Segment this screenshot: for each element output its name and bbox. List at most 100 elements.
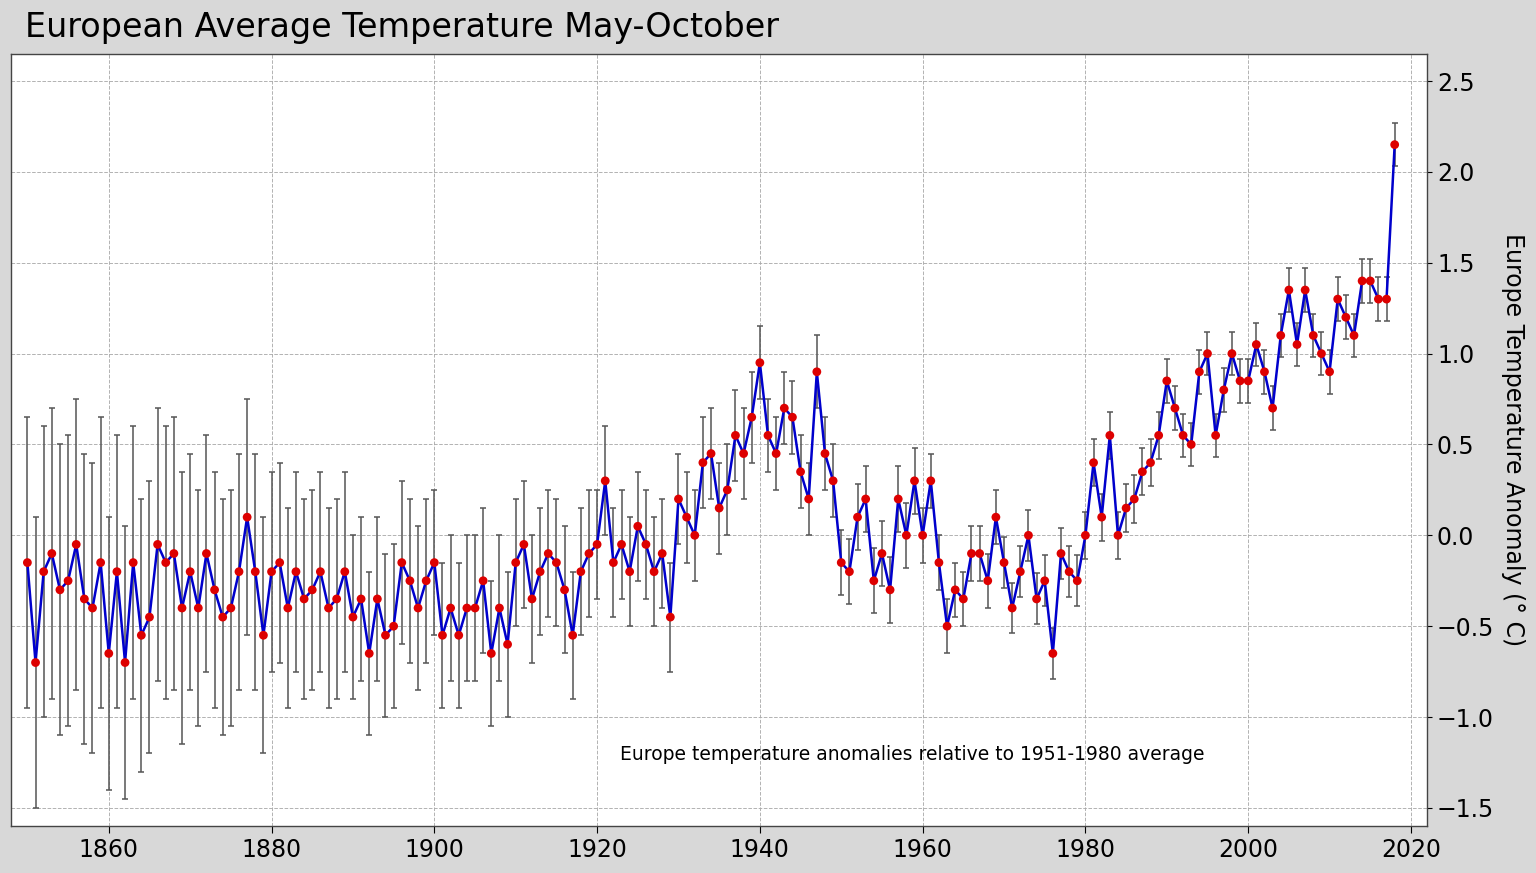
- Point: [447, 629, 472, 643]
- Point: [210, 610, 235, 624]
- Point: [170, 601, 195, 615]
- Point: [1227, 374, 1252, 388]
- Point: [723, 429, 748, 443]
- Point: [300, 583, 324, 597]
- Point: [430, 629, 455, 643]
- Point: [763, 447, 788, 461]
- Point: [1187, 365, 1212, 379]
- Point: [674, 510, 699, 524]
- Point: [194, 546, 218, 560]
- Point: [89, 555, 114, 569]
- Point: [1138, 456, 1163, 470]
- Point: [1000, 601, 1025, 615]
- Point: [65, 538, 89, 552]
- Point: [137, 610, 161, 624]
- Point: [788, 464, 813, 478]
- Point: [837, 565, 862, 579]
- Point: [511, 538, 536, 552]
- Point: [413, 574, 438, 588]
- Point: [625, 519, 650, 533]
- Point: [1203, 429, 1227, 443]
- Point: [1326, 292, 1350, 306]
- Point: [943, 583, 968, 597]
- Point: [292, 592, 316, 606]
- Point: [617, 565, 642, 579]
- Point: [650, 546, 674, 560]
- Point: [983, 510, 1008, 524]
- Point: [1252, 365, 1276, 379]
- Point: [796, 492, 820, 506]
- Point: [487, 601, 511, 615]
- Point: [1382, 138, 1407, 152]
- Point: [472, 574, 496, 588]
- Point: [97, 647, 121, 661]
- Point: [568, 565, 593, 579]
- Point: [1074, 528, 1098, 542]
- Point: [398, 574, 422, 588]
- Text: Europe temperature anomalies relative to 1951-1980 average: Europe temperature anomalies relative to…: [621, 746, 1204, 764]
- Point: [593, 474, 617, 488]
- Text: European Average Temperature May-October: European Average Temperature May-October: [25, 11, 779, 45]
- Point: [1309, 347, 1333, 361]
- Point: [309, 565, 333, 579]
- Point: [479, 647, 504, 661]
- Point: [324, 592, 349, 606]
- Point: [332, 565, 356, 579]
- Point: [260, 565, 284, 579]
- Point: [911, 528, 935, 542]
- Point: [1098, 429, 1123, 443]
- Point: [634, 538, 659, 552]
- Point: [1146, 429, 1170, 443]
- Point: [422, 555, 447, 569]
- Point: [1130, 464, 1155, 478]
- Point: [227, 565, 252, 579]
- Point: [748, 355, 773, 369]
- Point: [438, 601, 462, 615]
- Point: [862, 574, 886, 588]
- Point: [854, 492, 879, 506]
- Y-axis label: Europe Temperature Anomaly (° C): Europe Temperature Anomaly (° C): [1501, 233, 1525, 647]
- Point: [31, 565, 55, 579]
- Point: [1025, 592, 1049, 606]
- Point: [462, 601, 487, 615]
- Point: [161, 546, 186, 560]
- Point: [1358, 274, 1382, 288]
- Point: [553, 583, 578, 597]
- Point: [561, 629, 585, 643]
- Point: [657, 610, 682, 624]
- Point: [1064, 574, 1089, 588]
- Point: [1220, 347, 1244, 361]
- Point: [48, 583, 72, 597]
- Point: [951, 592, 975, 606]
- Point: [992, 555, 1017, 569]
- Point: [243, 565, 267, 579]
- Point: [886, 492, 911, 506]
- Point: [1163, 402, 1187, 416]
- Point: [829, 555, 854, 569]
- Point: [1375, 292, 1399, 306]
- Point: [682, 528, 707, 542]
- Point: [154, 555, 178, 569]
- Point: [820, 474, 845, 488]
- Point: [519, 592, 544, 606]
- Point: [707, 501, 731, 515]
- Point: [1040, 647, 1064, 661]
- Point: [1212, 383, 1236, 397]
- Point: [218, 601, 243, 615]
- Point: [1008, 565, 1032, 579]
- Point: [699, 447, 723, 461]
- Point: [1089, 510, 1114, 524]
- Point: [1017, 528, 1041, 542]
- Point: [975, 574, 1000, 588]
- Point: [316, 601, 341, 615]
- Point: [1032, 574, 1057, 588]
- Point: [235, 510, 260, 524]
- Point: [536, 546, 561, 560]
- Point: [642, 565, 667, 579]
- Point: [40, 546, 65, 560]
- Point: [813, 447, 837, 461]
- Point: [146, 538, 170, 552]
- Point: [203, 583, 227, 597]
- Point: [72, 592, 97, 606]
- Point: [739, 410, 763, 424]
